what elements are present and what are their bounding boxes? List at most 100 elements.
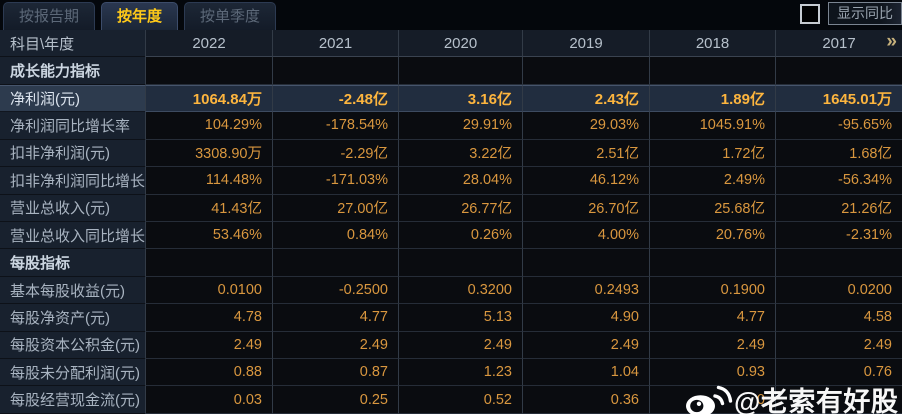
more-years-icon[interactable]: » xyxy=(886,31,896,53)
table-row: 营业总收入(元) 41.43亿 27.00亿 26.77亿 26.70亿 25.68亿 21… xyxy=(0,194,902,222)
cell-value xyxy=(398,249,522,277)
cell-value: 4.00% xyxy=(522,221,649,250)
cell-value: 1.68亿 xyxy=(775,139,902,168)
tab-by-year[interactable]: 按年度 xyxy=(101,2,179,30)
table-row: 成长能力指标 xyxy=(0,57,902,85)
show-yoy-checkbox[interactable] xyxy=(800,3,820,24)
cell-value: 53.46% xyxy=(145,221,272,250)
cell-value xyxy=(272,57,398,85)
cell-value: 3.22亿 xyxy=(398,139,522,168)
cell-value: 0.76 xyxy=(775,359,902,387)
cell-value: 1645.01万 xyxy=(775,84,902,113)
tab-by-report-period[interactable]: 按报告期 xyxy=(3,2,96,30)
cell-value: -95.65% xyxy=(775,112,902,140)
cell-value: 25.68亿 xyxy=(649,194,775,222)
cell-value: 27.00亿 xyxy=(272,194,398,222)
financials-table: 科目\年度 2022 2021 2020 2019 2018 2017 » 成长… xyxy=(0,30,902,414)
column-header-2017: 2017 » xyxy=(775,30,902,58)
cell-value: 26.70亿 xyxy=(522,194,649,222)
cell-value: 4.77 xyxy=(272,304,398,332)
column-header-2021: 2021 xyxy=(272,30,398,58)
tab-by-quarter[interactable]: 按单季度 xyxy=(184,2,277,30)
cell-value: 1.23 xyxy=(398,359,522,387)
cell-value: 1.72亿 xyxy=(649,139,775,168)
cell-value: 46.12% xyxy=(522,167,649,195)
row-label: 每股资本公积金(元) xyxy=(0,331,145,360)
cell-value: 0.88 xyxy=(145,359,272,387)
cell-value: 1.04 xyxy=(522,359,649,387)
cell-value: 1.89亿 xyxy=(649,84,775,113)
cell-value: -2.48亿 xyxy=(272,84,398,113)
column-header-2022: 2022 xyxy=(145,30,272,58)
cell-value: 1045.91% xyxy=(649,112,775,140)
column-header-2020: 2020 xyxy=(398,30,522,58)
cell-value: 0.1900 xyxy=(649,276,775,305)
cell-value xyxy=(775,57,902,85)
cell-value: -2.29亿 xyxy=(272,139,398,168)
row-label: 每股指标 xyxy=(0,249,145,277)
cell-value: 20.76% xyxy=(649,221,775,250)
cell-value: 5.13 xyxy=(398,304,522,332)
cell-value xyxy=(775,249,902,277)
show-yoy-button[interactable]: 显示同比 xyxy=(828,2,902,25)
cell-value xyxy=(145,249,272,277)
table-row: 每股净资产(元) 4.78 4.77 5.13 4.90 4.77 4.58 xyxy=(0,304,902,332)
cell-value: 1064.84万 xyxy=(145,84,272,113)
cell-value: 0.52 xyxy=(398,386,522,414)
table-row: 每股经营现金流(元) 0.03 0.25 0.52 0.36 0 xyxy=(0,386,902,414)
cell-value: 0.25 xyxy=(272,386,398,414)
cell-value: 104.29% xyxy=(145,112,272,140)
yoy-controls: 显示同比 xyxy=(800,0,902,30)
cell-value: 4.77 xyxy=(649,304,775,332)
row-label: 每股净资产(元) xyxy=(0,304,145,332)
cell-value: 29.03% xyxy=(522,112,649,140)
cell-value: 0.93 xyxy=(649,359,775,387)
cell-value xyxy=(775,386,902,414)
cell-value: 29.91% xyxy=(398,112,522,140)
cell-value: 0.03 xyxy=(145,386,272,414)
column-header-2017-label: 2017 xyxy=(822,34,856,52)
cell-value: 2.49 xyxy=(145,331,272,360)
table-row: 每股未分配利润(元) 0.88 0.87 1.23 1.04 0.93 0.76 xyxy=(0,359,902,387)
cell-value: 3.16亿 xyxy=(398,84,522,113)
cell-value: 114.48% xyxy=(145,167,272,195)
cell-value: 2.49 xyxy=(398,331,522,360)
row-label: 营业总收入同比增长率 xyxy=(0,221,145,250)
row-label: 净利润同比增长率 xyxy=(0,112,145,140)
table-row: 净利润(元) 1064.84万 -2.48亿 3.16亿 2.43亿 1.89亿 1645.… xyxy=(0,84,902,113)
cell-value: -0.2500 xyxy=(272,276,398,305)
cell-value: 4.58 xyxy=(775,304,902,332)
cell-value: 2.51亿 xyxy=(522,139,649,168)
cell-value: -178.54% xyxy=(272,112,398,140)
row-label: 营业总收入(元) xyxy=(0,194,145,222)
cell-value: 2.49% xyxy=(649,167,775,195)
cell-value: -56.34% xyxy=(775,167,902,195)
cell-value: 2.49 xyxy=(649,331,775,360)
cell-value: 41.43亿 xyxy=(145,194,272,222)
cell-value: 4.78 xyxy=(145,304,272,332)
cell-value xyxy=(649,57,775,85)
table-row: 净利润同比增长率 104.29% -178.54% 29.91% 29.03% 1045.… xyxy=(0,112,902,140)
row-label: 基本每股收益(元) xyxy=(0,276,145,305)
row-label: 净利润(元) xyxy=(0,84,145,113)
cell-value: 2.49 xyxy=(522,331,649,360)
row-label: 每股未分配利润(元) xyxy=(0,359,145,387)
cell-value: 0.36 xyxy=(522,386,649,414)
cell-value: 0.2493 xyxy=(522,276,649,305)
cell-value: 28.04% xyxy=(398,167,522,195)
row-label: 扣非净利润(元) xyxy=(0,139,145,168)
cell-value: 0.84% xyxy=(272,221,398,250)
cell-value xyxy=(145,57,272,85)
column-header-2019: 2019 xyxy=(522,30,649,58)
tab-bar: 按报告期 按年度 按单季度 显示同比 xyxy=(0,0,902,30)
cell-value: 2.49 xyxy=(775,331,902,360)
table-row: 每股资本公积金(元) 2.49 2.49 2.49 2.49 2.49 2.49 xyxy=(0,331,902,360)
cell-value: 0.3200 xyxy=(398,276,522,305)
cell-value: 2.49 xyxy=(272,331,398,360)
column-header-2018: 2018 xyxy=(649,30,775,58)
cell-value xyxy=(522,249,649,277)
cell-value xyxy=(649,249,775,277)
cell-value: 2.43亿 xyxy=(522,84,649,113)
row-label: 每股经营现金流(元) xyxy=(0,386,145,414)
